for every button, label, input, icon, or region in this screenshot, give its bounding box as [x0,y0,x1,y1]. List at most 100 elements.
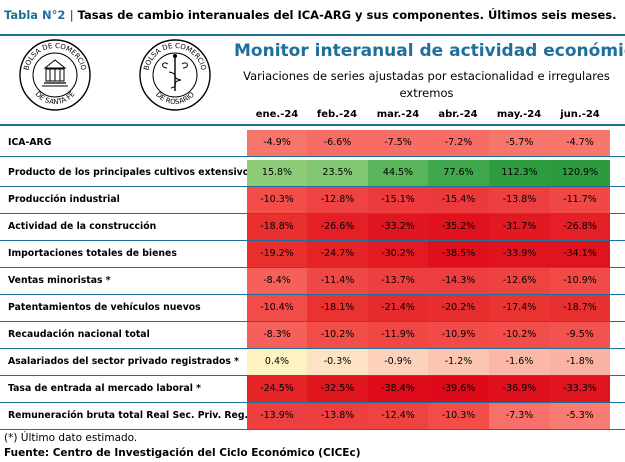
column-header-jan: ene.-24 [255,109,299,120]
value-cell: -11.9% [368,322,428,348]
value-cell: -39.6% [428,376,489,402]
value-cell: -20.2% [428,295,489,321]
row-divider [0,213,625,214]
value-cell: -12.6% [489,268,550,294]
value-cell: -13.9% [247,403,307,429]
value-cell: -30.2% [368,241,428,267]
table-row: Producto de los principales cultivos ext… [0,160,625,187]
bolsa-santa-fe-seal-logo: BOLSA DE COMERCIO DE SANTA FE [19,39,91,111]
value-cell: -13.8% [489,187,550,213]
row-divider [0,429,625,430]
row-label: Ventas minoristas * [8,275,111,286]
caption-text: Tasas de cambio interanuales del ICA-ARG… [77,8,617,22]
value-cell: -7.5% [368,130,428,156]
value-cell: -10.2% [307,322,368,348]
value-cell: -11.4% [307,268,368,294]
value-cell: -5.7% [489,130,550,156]
value-cell: -26.6% [307,214,368,240]
row-divider [0,375,625,376]
value-cell: -34.1% [550,241,610,267]
row-label: Recaudación nacional total [8,329,150,340]
value-cell: -4.9% [247,130,307,156]
value-cell: -10.9% [428,322,489,348]
row-label: Asalariados del sector privado registrad… [8,356,239,367]
value-cell: -10.3% [428,403,489,429]
value-cell: -8.3% [247,322,307,348]
table-row: Remuneración bruta total Real Sec. Priv.… [0,403,625,430]
table-row: Ventas minoristas * -8.4% -11.4% -13.7% -14.… [0,268,625,295]
value-cell: -33.2% [368,214,428,240]
value-cell: -0.3% [307,349,368,375]
table-row: Producción industrial -10.3% -12.8% -15.1% -… [0,187,625,214]
row-divider [0,240,625,241]
table-number: Tabla N°2 [4,8,66,22]
value-cell: -15.4% [428,187,489,213]
value-cell: -14.3% [428,268,489,294]
value-cell: -35.2% [428,214,489,240]
value-cell: -9.5% [550,322,610,348]
value-cell: -1.8% [550,349,610,375]
row-divider [0,294,625,295]
column-header-mar: mar.-24 [376,109,420,120]
row-label: Actividad de la construcción [8,221,157,232]
table-row: Tasa de entrada al mercado laboral * -24.… [0,376,625,403]
table-row: Recaudación nacional total -8.3% -10.2% -11… [0,322,625,349]
row-label: Patentamientos de vehículos nuevos [8,302,201,313]
row-divider [0,348,625,349]
value-cell: -10.2% [489,322,550,348]
value-cell: -13.8% [307,403,368,429]
row-label: Producto de los principales cultivos ext… [8,167,255,178]
svg-text:BOLSA DE COMERCIO: BOLSA DE COMERCIO [22,42,87,72]
header-rule [0,124,625,126]
value-cell: -24.5% [247,376,307,402]
value-cell: 23.5% [307,160,368,186]
table-row: ICA-ARG -4.9% -6.6% -7.5% -7.2% -5.7% -4.7% [0,130,625,157]
value-cell: -36.9% [489,376,550,402]
value-cell: -8.4% [247,268,307,294]
row-label: ICA-ARG [8,137,52,148]
value-cell: -32.5% [307,376,368,402]
value-cell: -31.7% [489,214,550,240]
value-cell: -10.9% [550,268,610,294]
value-cell: -7.3% [489,403,550,429]
table-row: Importaciones totales de bienes -19.2% -24… [0,241,625,268]
value-cell: 44.5% [368,160,428,186]
value-cell: -10.4% [247,295,307,321]
row-divider [0,267,625,268]
caption-rule [0,34,625,36]
table-row: Asalariados del sector privado registrad… [0,349,625,376]
value-cell: -15.1% [368,187,428,213]
value-cell: -6.6% [307,130,368,156]
row-label: Remuneración bruta total Real Sec. Priv.… [8,410,253,421]
value-cell: -5.3% [550,403,610,429]
column-header-jun: jun.-24 [560,109,600,120]
value-cell: -18.8% [247,214,307,240]
value-cell: 15.8% [247,160,307,186]
value-cell: -38.4% [368,376,428,402]
row-divider [0,156,625,157]
value-cell: -12.4% [368,403,428,429]
table-row: Actividad de la construcción -18.8% -26.6%… [0,214,625,241]
value-cell: -11.7% [550,187,610,213]
row-label: Tasa de entrada al mercado laboral * [8,383,202,394]
value-cell: -7.2% [428,130,489,156]
footnote: (*) Último dato estimado. [4,432,138,444]
value-cell: -38.5% [428,241,489,267]
column-header-apr: abr.-24 [438,109,478,120]
monitor-title: Monitor interanual de actividad económic… [234,41,625,61]
caption-separator: | [69,8,74,22]
row-divider [0,186,625,187]
value-cell: -10.3% [247,187,307,213]
row-label: Importaciones totales de bienes [8,248,177,259]
table-row: Patentamientos de vehículos nuevos -10.4%… [0,295,625,322]
svg-text:DE SANTA FE: DE SANTA FE [33,90,76,106]
value-cell: -12.8% [307,187,368,213]
source-line: Fuente: Centro de Investigación del Cicl… [4,447,361,459]
column-header-feb: feb.-24 [316,109,358,120]
value-cell: -33.9% [489,241,550,267]
value-cell: -4.7% [550,130,610,156]
bolsa-rosario-seal-logo: BOLSA DE COMERCIO DE ROSARIO [139,39,211,111]
value-cell: 0.4% [247,349,307,375]
value-cell: -0.9% [368,349,428,375]
column-header-may: may.-24 [496,109,542,120]
